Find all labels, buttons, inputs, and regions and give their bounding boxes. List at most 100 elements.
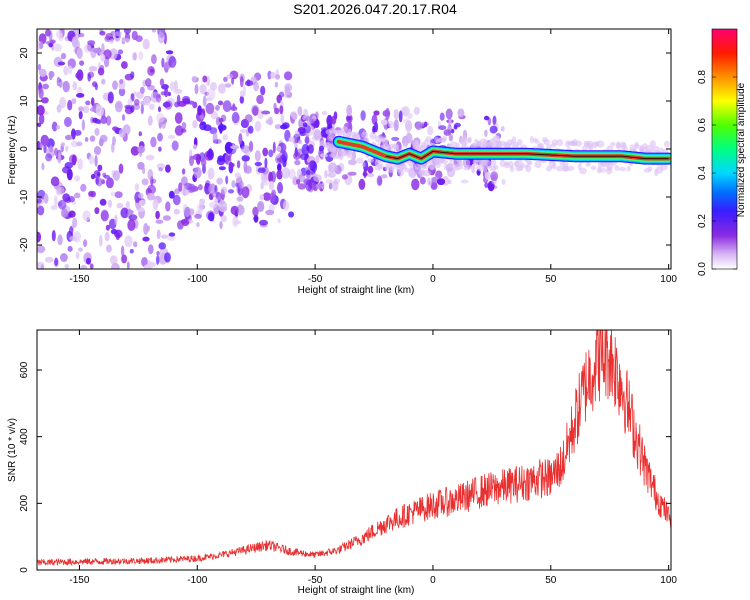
- heatmap-blob: [222, 100, 232, 112]
- heatmap-blob: [283, 71, 293, 81]
- heatmap-blob: [146, 192, 155, 201]
- heatmap-blob: [268, 171, 274, 183]
- snr-axes: -150 -100 -50 0 50 100 0 200 400 600: [19, 330, 677, 586]
- heatmap-blob: [57, 186, 65, 195]
- heatmap-blob: [133, 91, 137, 96]
- heatmap-blob: [151, 54, 157, 65]
- heatmap-blob: [134, 183, 140, 192]
- heatmap-blob: [60, 142, 66, 147]
- heatmap-blob: [84, 137, 89, 142]
- heatmap-blob: [91, 97, 95, 106]
- heatmap-blob: [224, 141, 233, 154]
- heatmap-blob: [216, 157, 226, 166]
- heatmap-blob: [274, 81, 279, 88]
- heatmap-blob: [374, 121, 379, 133]
- heatmap-halo: [556, 165, 564, 172]
- heatmap-halo: [626, 165, 631, 172]
- heatmap-blob: [274, 107, 280, 115]
- heatmap-blob: [156, 163, 166, 170]
- heatmap-blob: [367, 172, 375, 178]
- heatmap-blob: [419, 176, 426, 185]
- heatmap-blob: [172, 194, 181, 206]
- heatmap-blob: [56, 104, 62, 113]
- heatmap-blob: [140, 86, 145, 95]
- heatmap-blob: [194, 213, 202, 219]
- heatmap-blob: [192, 101, 198, 109]
- heatmap-blob: [69, 33, 75, 38]
- heatmap-blob: [105, 224, 110, 231]
- heatmap-blob: [171, 140, 179, 151]
- heatmap-blob: [267, 70, 272, 80]
- heatmap-blob: [48, 42, 53, 48]
- heatmap-blob: [490, 171, 499, 182]
- heatmap-halo: [328, 127, 337, 135]
- heatmap-halo: [415, 146, 422, 152]
- heatmap-blob: [128, 214, 138, 221]
- heatmap-blob: [232, 215, 239, 228]
- heatmap-blob: [393, 119, 399, 132]
- heatmap-blob: [270, 71, 276, 79]
- heatmap-halo: [516, 139, 523, 146]
- heatmap-blob: [62, 193, 71, 202]
- heatmap-blob: [489, 125, 498, 134]
- heatmap-blob: [53, 43, 62, 52]
- heatmap-blob: [138, 199, 146, 206]
- x-tick-label: 100: [660, 274, 677, 285]
- heatmap-blob: [262, 192, 272, 201]
- heatmap-blob: [226, 74, 234, 79]
- heatmap-blob: [83, 43, 92, 53]
- heatmap-halo: [585, 162, 591, 167]
- heatmap-blob: [150, 136, 157, 148]
- heatmap-blob: [72, 217, 78, 228]
- heatmap-halo: [476, 164, 484, 172]
- heatmap-blob: [99, 198, 107, 206]
- heatmap-blob: [107, 91, 114, 104]
- heatmap-blob: [109, 255, 118, 265]
- heatmap-blob: [37, 189, 46, 201]
- heatmap-blob: [391, 136, 400, 142]
- heatmap-halo: [465, 164, 473, 170]
- heatmap-blob: [112, 80, 118, 90]
- heatmap-blob: [86, 257, 91, 265]
- heatmap-blob: [64, 116, 72, 128]
- heatmap-halo: [412, 140, 419, 148]
- snr-panel: -150 -100 -50 0 50 100 0 200 400 600 Height of st…: [7, 329, 677, 596]
- heatmap-blob: [123, 29, 131, 35]
- heatmap-blob: [69, 154, 78, 164]
- heatmap-blob: [253, 216, 259, 221]
- colorbar: 0.0 0.2 0.4 0.6 0.8 Normalized spectral ampl…: [697, 28, 747, 276]
- heatmap-blob: [58, 199, 67, 210]
- heatmap-blob: [254, 161, 262, 167]
- heatmap-blob: [288, 136, 295, 143]
- heatmap-blob: [212, 132, 218, 144]
- heatmap-blob: [96, 177, 103, 187]
- heatmap-blob: [82, 210, 91, 222]
- heatmap-blob: [309, 161, 314, 167]
- heatmap-blob: [197, 105, 203, 116]
- heatmap-blob: [38, 87, 44, 99]
- heatmap-blob: [81, 119, 85, 131]
- y-tick-label: 600: [19, 361, 30, 378]
- heatmap-halo: [369, 131, 377, 140]
- heatmap-blob: [217, 138, 222, 144]
- heatmap-blob: [55, 125, 61, 130]
- heatmap-blob: [106, 115, 112, 126]
- heatmap-blob: [281, 167, 291, 179]
- heatmap-blob: [244, 149, 251, 157]
- heatmap-blob: [88, 191, 94, 197]
- heatmap-blob: [231, 111, 240, 124]
- heatmap-halo: [441, 160, 449, 164]
- heatmap-blob: [199, 83, 207, 95]
- heatmap-blob: [71, 98, 77, 105]
- heatmap-blob: [406, 112, 413, 119]
- heatmap-blob: [106, 244, 112, 253]
- heatmap-blob: [167, 91, 171, 97]
- x-tick-label: 50: [545, 575, 557, 586]
- heatmap-blob: [341, 174, 348, 180]
- snr-marks: [37, 330, 671, 567]
- heatmap-blob: [80, 264, 88, 269]
- heatmap-blob: [302, 115, 307, 121]
- heatmap-blob: [181, 95, 191, 104]
- heatmap-blob: [202, 75, 208, 83]
- heatmap-halo: [403, 167, 411, 173]
